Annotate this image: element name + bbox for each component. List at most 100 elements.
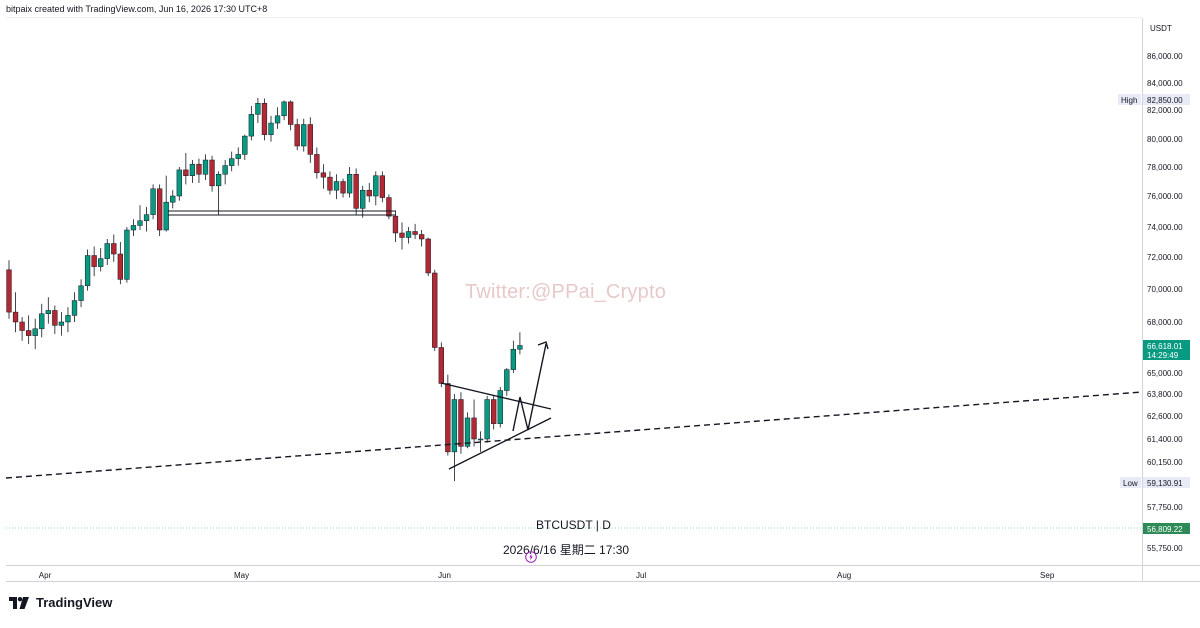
candle-body bbox=[366, 189, 372, 197]
candle-body bbox=[477, 438, 484, 441]
candle bbox=[215, 171, 222, 215]
candle bbox=[157, 184, 163, 236]
candle-body bbox=[209, 159, 215, 187]
price-axis[interactable]: 86,000.00 84,000.00 82,000.00 80,000.00 78,0… bbox=[1147, 52, 1183, 553]
projection-path bbox=[512, 343, 547, 432]
candle bbox=[26, 315, 32, 345]
candle-body bbox=[202, 159, 209, 175]
high-label: High bbox=[1121, 96, 1137, 105]
last-price-box bbox=[1143, 340, 1190, 360]
candle-body bbox=[176, 169, 182, 197]
candle bbox=[117, 242, 123, 285]
candle bbox=[45, 297, 51, 324]
candle-body bbox=[333, 181, 340, 191]
candle-body bbox=[517, 345, 523, 350]
tradingview-logo[interactable]: TradingView bbox=[8, 595, 112, 610]
time-axis[interactable]: Apr May Jun Jul Aug Sep bbox=[39, 571, 1055, 580]
dashed-trendline bbox=[5, 391, 1143, 479]
candle bbox=[360, 185, 366, 218]
candle-body bbox=[183, 169, 189, 176]
candle-body bbox=[314, 154, 320, 174]
price-tick-label: 72,000.00 bbox=[1147, 253, 1183, 262]
candle bbox=[307, 117, 313, 163]
price-tick-label: 61,400.00 bbox=[1147, 435, 1183, 444]
currency-label: USDT bbox=[1150, 24, 1172, 33]
price-tick-label: 76,000.00 bbox=[1147, 192, 1183, 201]
candle-body bbox=[346, 174, 353, 194]
candle bbox=[425, 237, 431, 277]
candle bbox=[288, 100, 294, 131]
candle-body bbox=[451, 399, 458, 453]
candle bbox=[124, 227, 130, 283]
low-label-box bbox=[1120, 477, 1141, 488]
time-tick-label: Jul bbox=[636, 571, 646, 580]
candle-body bbox=[484, 399, 490, 440]
candle-body bbox=[124, 229, 130, 280]
candle-body bbox=[255, 103, 261, 115]
candle bbox=[52, 305, 58, 334]
candle bbox=[301, 118, 307, 152]
candle bbox=[12, 292, 19, 333]
candle bbox=[78, 279, 84, 308]
candle-body bbox=[464, 417, 471, 447]
candle bbox=[471, 399, 477, 447]
flash-icon[interactable] bbox=[525, 551, 537, 563]
candle-body bbox=[301, 124, 307, 147]
candle bbox=[399, 222, 405, 250]
watermark-text: Twitter:@PPai_Crypto bbox=[465, 281, 667, 303]
candle-body bbox=[117, 253, 123, 280]
candle-body bbox=[445, 383, 451, 453]
candle bbox=[353, 168, 359, 215]
candle-body bbox=[39, 313, 45, 330]
candle-body bbox=[320, 172, 327, 178]
candle-body bbox=[104, 243, 110, 259]
candle bbox=[229, 151, 235, 172]
candle bbox=[209, 155, 215, 192]
candle-body bbox=[98, 258, 104, 267]
attribution-header: bitpaix created with TradingView.com, Ju… bbox=[6, 4, 268, 14]
candle bbox=[504, 367, 510, 396]
price-tick-label: 68,000.00 bbox=[1147, 318, 1183, 327]
candle-body bbox=[491, 399, 497, 424]
symbol-label: BTCUSDT | D bbox=[536, 518, 611, 532]
candle-body bbox=[274, 115, 281, 124]
high-value-box bbox=[1143, 94, 1190, 105]
candle bbox=[268, 115, 274, 142]
candle-body bbox=[71, 300, 78, 316]
candle bbox=[235, 147, 241, 166]
candle-body bbox=[360, 189, 366, 209]
candle bbox=[170, 190, 176, 209]
candle bbox=[314, 147, 320, 179]
time-tick-label: Apr bbox=[39, 571, 52, 580]
candle bbox=[6, 260, 12, 319]
countdown-value: 14:29:49 bbox=[1147, 351, 1179, 360]
candle bbox=[222, 160, 228, 185]
candle-body bbox=[458, 399, 464, 447]
candle-body bbox=[294, 124, 300, 147]
candle-body bbox=[281, 101, 287, 117]
price-tick-label: 63,800.00 bbox=[1147, 390, 1183, 399]
high-tag: High 82,850.00 bbox=[1118, 94, 1190, 105]
candle-body bbox=[307, 124, 313, 155]
triangle-lower-line bbox=[448, 417, 552, 470]
candle bbox=[405, 227, 412, 244]
candle-body bbox=[386, 197, 392, 217]
candle-body bbox=[261, 103, 268, 135]
candle bbox=[137, 205, 143, 230]
candle bbox=[412, 223, 418, 239]
candle-body bbox=[32, 328, 38, 336]
candle-body bbox=[78, 285, 84, 301]
candle-body bbox=[392, 215, 399, 234]
candle-body bbox=[497, 390, 503, 424]
time-tick-label: Jun bbox=[438, 571, 451, 580]
candle-body bbox=[12, 311, 19, 323]
candle bbox=[464, 412, 471, 449]
candle-body bbox=[399, 232, 405, 238]
candle bbox=[104, 239, 110, 265]
candle-body bbox=[268, 122, 274, 135]
candle bbox=[84, 249, 91, 291]
candle-body bbox=[248, 114, 254, 137]
price-tick-label: 65,000.00 bbox=[1147, 369, 1183, 378]
